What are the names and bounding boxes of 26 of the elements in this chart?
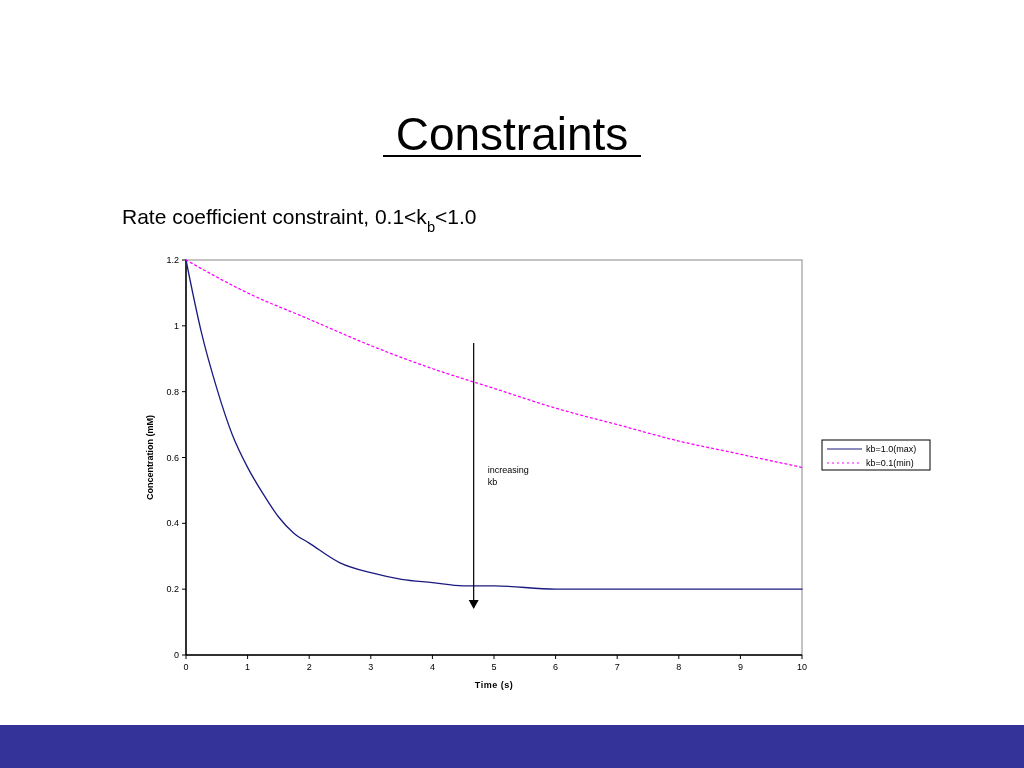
chart-subtitle: Rate coefficient constraint, 0.1<k$_{b}$<1.0	[122, 205, 477, 235]
y-tick-label: 0	[173, 650, 179, 660]
y-tick-label: 0.2	[166, 584, 179, 595]
x-tick-label: 6	[553, 662, 559, 672]
x-tick-label: 0	[183, 662, 189, 672]
x-tick-label: 3	[368, 662, 374, 672]
y-tick-label: 1	[173, 320, 179, 331]
y-tick-label: 0.8	[166, 386, 179, 397]
chart-title: Constraints	[395, 108, 629, 160]
y-axis-title: Concentration (mM)	[145, 415, 155, 500]
x-tick-label: 2	[306, 662, 312, 672]
x-tick-label: 1	[245, 662, 251, 672]
x-tick-label: 8	[676, 662, 682, 672]
y-tick-label: 0.4	[166, 518, 179, 529]
annotation: increasing kb	[487, 465, 529, 487]
y-tick-label: 1.2	[166, 255, 179, 265]
x-tick-label: 4	[429, 662, 435, 672]
line-series	[185, 259, 803, 590]
x-tick-label: 7	[614, 662, 620, 672]
legend-label: kb=1.0(max)	[866, 444, 917, 454]
y-tick-label: 0.6	[166, 452, 179, 463]
x-tick-label: 5	[491, 662, 497, 672]
x-tick-label: 9	[737, 662, 743, 672]
x-tick-label: 10	[796, 662, 808, 672]
legend-label: kb=0.1(min)	[866, 458, 914, 468]
x-axis-title: Time (s)	[474, 680, 514, 690]
